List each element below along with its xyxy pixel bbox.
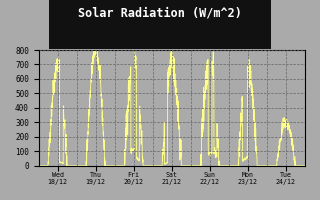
Title: 2024: 2024 <box>161 41 182 50</box>
Text: Solar Radiation (W/m^2): Solar Radiation (W/m^2) <box>78 6 242 19</box>
